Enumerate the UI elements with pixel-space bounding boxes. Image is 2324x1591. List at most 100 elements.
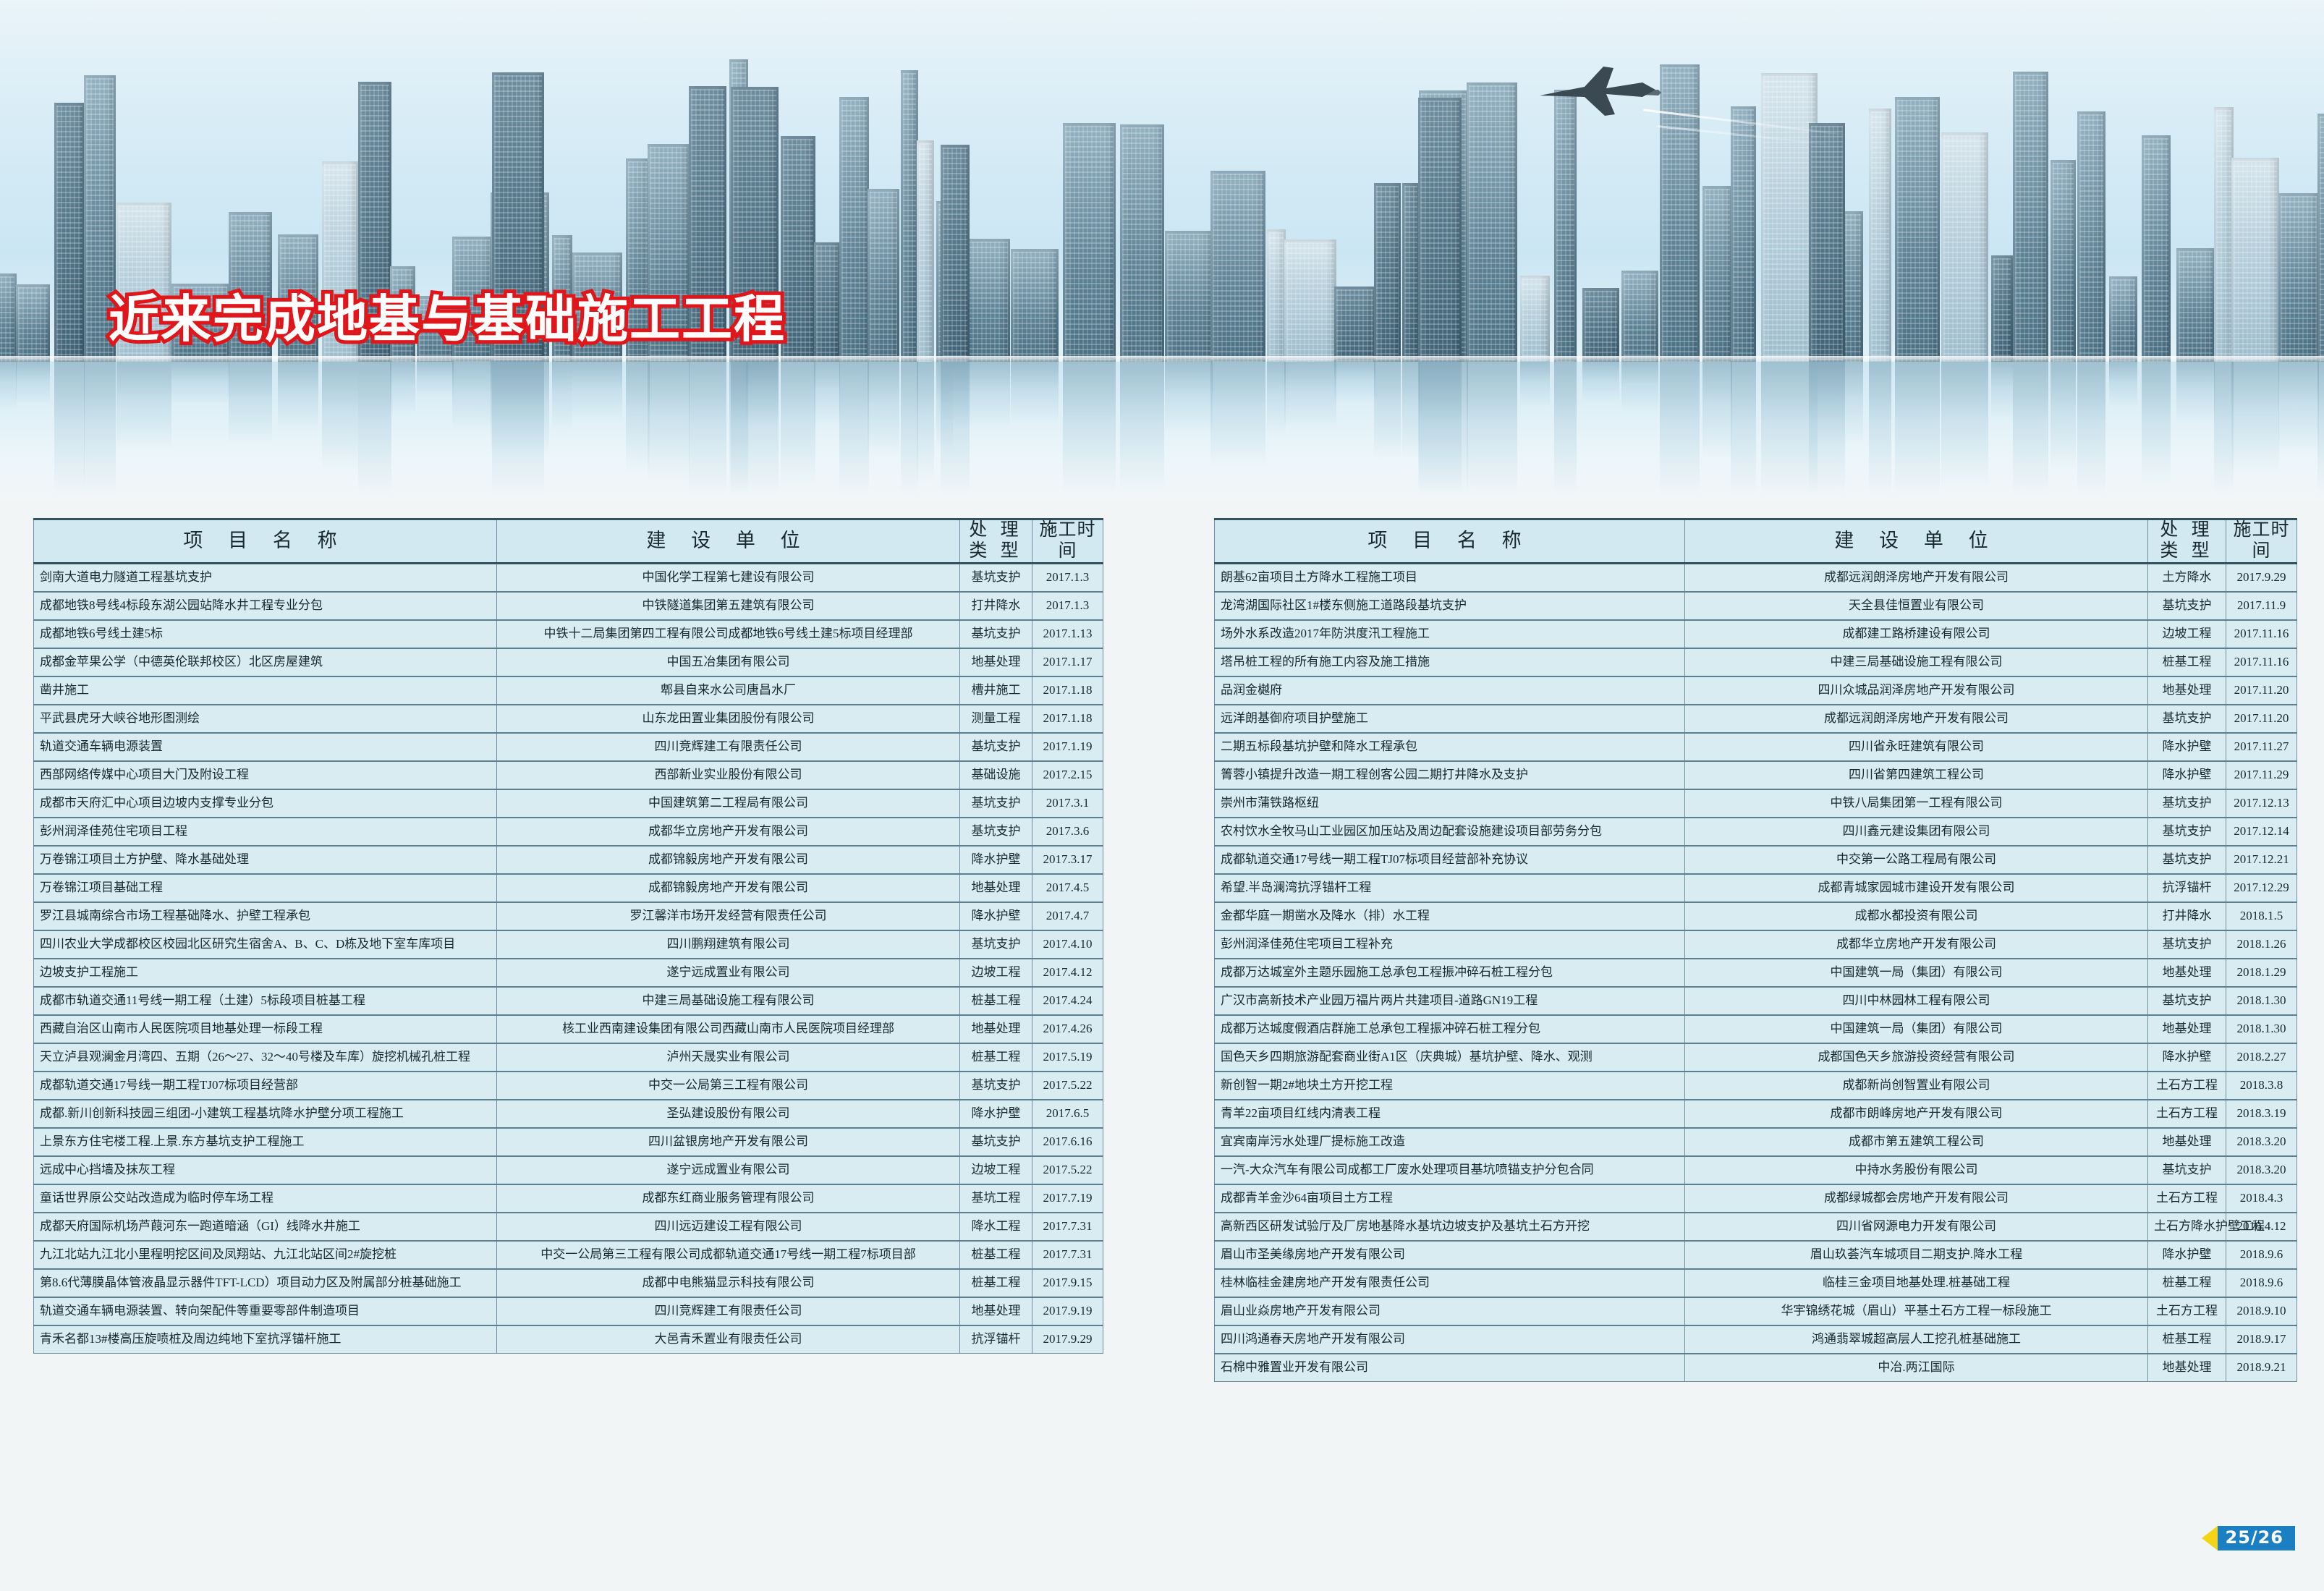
cell-project-name: 成都轨道交通17号线一期工程TJ07标项目经营部补充协议 <box>1214 844 1685 874</box>
landmark-reflection <box>731 362 779 496</box>
building-reflection <box>572 362 622 423</box>
table-row: 国色天乡四期旅游配套商业街A1区（庆典城）基坑护壁、降水、观测 成都国色天乡旅游投… <box>1214 1042 2297 1072</box>
cell-process-type: 地基处理 <box>959 647 1032 676</box>
building-reflection <box>2176 362 2215 425</box>
cell-project-name: 轨道交通车辆电源装置、转向架配件等重要零部件制造项目 <box>33 1296 497 1325</box>
cell-project-name: 青禾名都13#楼高压旋喷桩及周边纯地下室抗浮锚杆施工 <box>33 1324 497 1354</box>
skyline-building <box>2109 276 2137 362</box>
page-title: 近来完成地基与基础施工工程 <box>105 286 788 352</box>
skyline-building <box>16 284 50 362</box>
cell-construction-time: 2017.12.21 <box>2226 844 2297 874</box>
table-row: 成都轨道交通17号线一期工程TJ07标项目经营部 中交一公局第三工程有限公司 基坑支… <box>33 1070 1103 1100</box>
cell-construction-unit: 四川鑫元建设集团有限公司 <box>1684 816 2148 846</box>
building-reflection <box>917 362 934 484</box>
cell-construction-unit: 成都建工路桥建设有限公司 <box>1684 619 2148 648</box>
building-reflection <box>1520 362 1550 410</box>
cell-project-name: 青羊22亩项目红线内清表工程 <box>1214 1098 1685 1128</box>
cell-construction-unit: 四川中林园林工程有限公司 <box>1684 985 2148 1015</box>
page-number-label: 25/26 <box>2218 1526 2295 1550</box>
cell-project-name: 成都金苹果公学（中德英伦联邦校区）北区房屋建筑 <box>33 647 497 676</box>
cell-process-type: 基坑支护 <box>959 929 1032 959</box>
cell-project-name: 边坡支护工程施工 <box>33 957 497 987</box>
building-reflection <box>54 362 85 496</box>
cell-process-type: 基坑支护 <box>959 619 1032 648</box>
cell-construction-time: 2017.11.16 <box>2226 619 2297 648</box>
building-reflection <box>689 362 726 496</box>
cell-construction-unit: 中铁八局集团第一工程有限公司 <box>1684 788 2148 818</box>
table-row: 罗江县城南综合市场工程基础降水、护壁工程承包 罗江馨洋市场开发经营有限责任公司 降水… <box>33 901 1103 930</box>
cell-construction-unit: 中铁隧道集团第五建筑有限公司 <box>496 590 960 620</box>
cell-process-type: 基坑支护 <box>2147 985 2226 1015</box>
table-row: 远成中心挡墙及抹灰工程 遂宁远成置业有限公司 边坡工程 2017.5.22 <box>33 1155 1103 1184</box>
cell-construction-time: 2018.1.30 <box>2226 985 2297 1015</box>
cell-construction-time: 2017.5.22 <box>1032 1155 1103 1184</box>
building-reflection <box>1011 362 1059 424</box>
skyline-building <box>626 158 650 362</box>
cell-process-type: 土石方工程 <box>2147 1183 2226 1213</box>
col-header-construction-time: 施工时间 <box>1032 518 1103 564</box>
cell-construction-time: 2017.11.29 <box>2226 760 2297 789</box>
skyline-building <box>1869 109 1891 362</box>
cell-construction-unit: 成都绿城都会房地产开发有限公司 <box>1684 1183 2148 1213</box>
table-row: 边坡支护工程施工 遂宁远成置业有限公司 边坡工程 2017.4.12 <box>33 957 1103 987</box>
cell-project-name: 塔吊桩工程的所有施工内容及施工措施 <box>1214 647 1685 676</box>
skyline-building <box>1210 171 1265 362</box>
building-reflection <box>2278 362 2319 455</box>
city-skyline-illustration <box>0 0 2324 362</box>
cell-process-type: 基础设施 <box>959 760 1032 789</box>
cell-construction-time: 2017.12.29 <box>2226 873 2297 902</box>
building-reflection <box>1267 362 1286 435</box>
cell-project-name: 眉山市圣美缘房地产开发有限公司 <box>1214 1239 1685 1269</box>
cell-process-type: 地基处理 <box>2147 957 2226 987</box>
cell-project-name: 远洋朗基御府项目护壁施工 <box>1214 703 1685 733</box>
skyline-building <box>229 212 272 362</box>
table-row: 成都地铁8号线4标段东湖公园站降水井工程专业分包 中铁隧道集团第五建筑有限公司 打井… <box>33 590 1103 620</box>
landmark-reflection <box>492 362 544 496</box>
building-reflection <box>626 362 650 474</box>
building-reflection <box>1165 362 1213 434</box>
building-reflection <box>116 362 171 449</box>
building-reflection <box>1761 362 1818 496</box>
table-row: 彭州润泽佳苑住宅项目工程补充 成都华立房地产开发有限公司 基坑支护 2018.1.26 <box>1214 929 2297 959</box>
cell-construction-time: 2017.3.17 <box>1032 844 1103 874</box>
cell-process-type: 边坡工程 <box>959 957 1032 987</box>
cell-process-type: 基坑支护 <box>959 562 1032 592</box>
building-reflection <box>1702 362 1732 459</box>
page-number-badge: 25/26 <box>2202 1526 2295 1550</box>
cell-process-type: 土方降水 <box>2147 562 2226 592</box>
cell-process-type: 降水护壁 <box>959 1098 1032 1128</box>
building-reflection <box>2109 362 2137 409</box>
table-row: 成都万达城室外主题乐园施工总承包工程振冲碎石桩工程分包 中国建筑一局（集团）有限公… <box>1214 957 2297 987</box>
cell-construction-unit: 中持水务股份有限公司 <box>1684 1155 2148 1184</box>
table-row: 希望.半岛澜湾抗浮锚杆工程 成都青城家园城市建设开发有限公司 抗浮锚杆 2017.12… <box>1214 873 2297 902</box>
cell-construction-time: 2017.11.9 <box>2226 590 2297 620</box>
skyline-building <box>1761 73 1818 362</box>
building-reflection <box>2051 362 2076 473</box>
cell-project-name: 成都万达城室外主题乐园施工总承包工程振冲碎石桩工程分包 <box>1214 957 1685 987</box>
skyline-building <box>1165 231 1213 362</box>
cell-process-type: 桩基工程 <box>2147 647 2226 676</box>
building-reflection <box>278 362 318 432</box>
cell-project-name: 成都轨道交通17号线一期工程TJ07标项目经营部 <box>33 1070 497 1100</box>
cell-construction-unit: 罗江馨洋市场开发经营有限责任公司 <box>496 901 960 930</box>
left-table-body: 剑南大道电力隧道工程基坑支护 中国化学工程第七建设有限公司 基坑支护 2017.1.3… <box>33 562 1103 1354</box>
table-row: 新创智一期2#地块土方开挖工程 成都新尚创智置业有限公司 土石方工程 2018.3.8 <box>1214 1070 2297 1100</box>
cell-construction-unit: 四川竞辉建工有限责任公司 <box>496 731 960 761</box>
table-row: 轨道交通车辆电源装置 四川竞辉建工有限责任公司 基坑支护 2017.1.19 <box>33 731 1103 761</box>
skyline-building <box>358 82 391 362</box>
building-reflection <box>1284 362 1336 429</box>
cell-construction-unit: 泸州天晟实业有限公司 <box>496 1042 960 1072</box>
cell-construction-unit: 中交一公局第三工程有限公司成都轨道交通17号线一期工程7标项目部 <box>496 1239 960 1269</box>
cell-construction-time: 2018.9.17 <box>2226 1324 2297 1354</box>
cell-construction-time: 2017.2.15 <box>1032 760 1103 789</box>
cell-construction-time: 2017.3.1 <box>1032 788 1103 818</box>
cell-construction-time: 2018.1.29 <box>2226 957 2297 987</box>
table-row: 成都.新川创新科技园三组团-小建筑工程基坑降水护壁分项工程施工 圣弘建设股份有限公… <box>33 1098 1103 1128</box>
cell-process-type: 基坑支护 <box>959 731 1032 761</box>
cell-process-type: 桩基工程 <box>959 1268 1032 1297</box>
building-reflection <box>417 362 454 399</box>
building-reflection <box>2214 362 2234 496</box>
cell-construction-time: 2018.3.8 <box>2226 1070 2297 1100</box>
cell-construction-time: 2018.9.10 <box>2226 1296 2297 1325</box>
cell-construction-unit: 中建三局基础设施工程有限公司 <box>1684 647 2148 676</box>
